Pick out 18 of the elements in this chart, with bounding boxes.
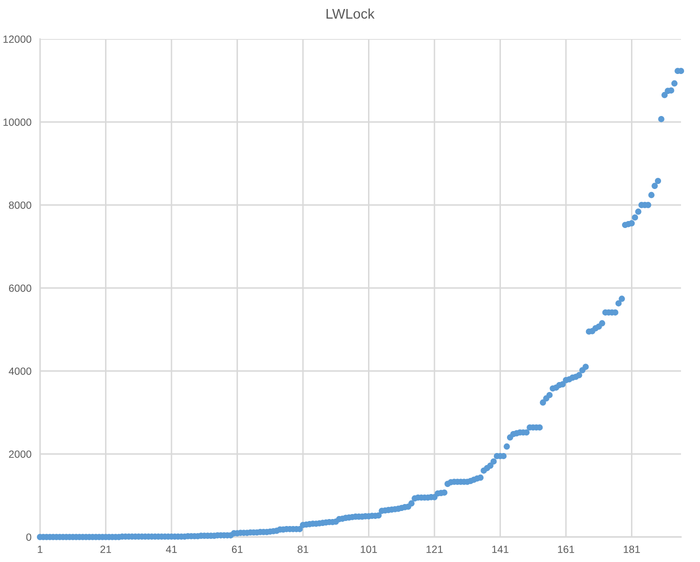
x-tick-label: 121 bbox=[426, 546, 443, 553]
x-tick-label: 81 bbox=[298, 546, 308, 553]
x-tick-label: 61 bbox=[232, 546, 243, 553]
x-tick-label: 181 bbox=[624, 546, 640, 553]
y-tick-label: 12000 bbox=[4, 36, 32, 43]
y-tick-label: 6000 bbox=[9, 284, 32, 292]
x-tick-label: 21 bbox=[100, 546, 112, 553]
y-tick-label: 4000 bbox=[8, 368, 32, 375]
x-tick-label: 141 bbox=[492, 546, 508, 553]
y-tick-label: 10000 bbox=[4, 118, 32, 126]
x-tick-label: 161 bbox=[558, 546, 574, 553]
x-tick-label: 41 bbox=[166, 546, 177, 553]
y-tick-label: 0 bbox=[26, 534, 32, 541]
y-tick-label: 8000 bbox=[8, 202, 32, 209]
x-tick-label: 1 bbox=[38, 546, 42, 553]
chart-title: LWLock bbox=[326, 8, 375, 19]
x-tick-label: 101 bbox=[360, 546, 377, 553]
y-tick-label: 2000 bbox=[9, 450, 32, 458]
